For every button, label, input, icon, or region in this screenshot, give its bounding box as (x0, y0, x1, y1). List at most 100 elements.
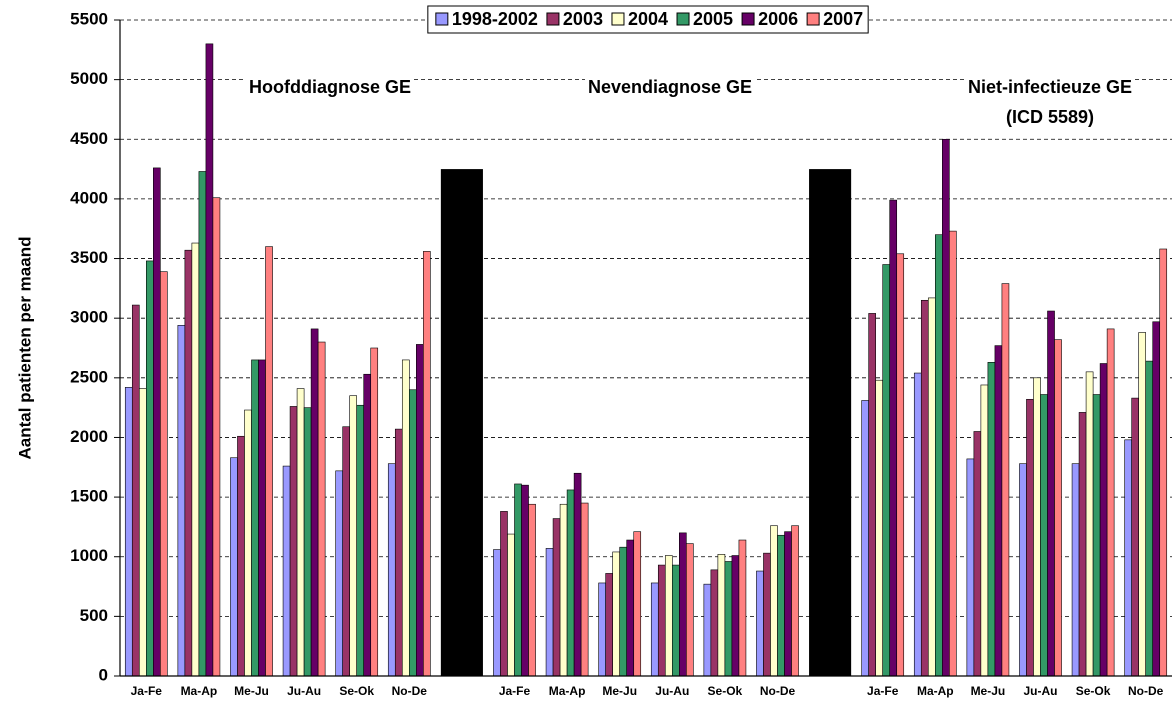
x-tick-label: Se-Ok (1076, 684, 1111, 698)
bar (566, 489, 575, 677)
y-tick-label: 4500 (70, 129, 108, 148)
bar (349, 395, 358, 677)
bar (401, 359, 410, 677)
bar (545, 548, 554, 677)
bar (966, 458, 975, 677)
x-tick-label: Me-Ju (602, 684, 637, 698)
y-tick-label: 1000 (70, 546, 108, 565)
bar (710, 569, 719, 677)
y-tick-label: 5500 (70, 9, 108, 28)
bar (493, 549, 501, 677)
bar (528, 503, 536, 677)
annotation: (ICD 5589) (1006, 107, 1094, 127)
y-axis-label: Aantal patienten per maand (15, 237, 34, 460)
bar (573, 472, 582, 677)
bar (310, 328, 319, 677)
x-tick-label: Ma-Ap (181, 684, 218, 698)
annotation-background (584, 76, 756, 97)
bar (934, 234, 943, 677)
bar (342, 426, 350, 677)
legend-label: 2006 (758, 9, 798, 29)
bar (552, 518, 561, 677)
bar (791, 525, 799, 677)
bar (1078, 412, 1087, 677)
legend (427, 5, 869, 34)
bar (1026, 398, 1034, 677)
bar (612, 551, 620, 677)
bar (230, 457, 238, 677)
bar (1071, 463, 1080, 677)
bar (138, 388, 147, 677)
bar (265, 246, 273, 677)
bar (994, 345, 1003, 677)
bar (763, 552, 771, 677)
y-tick-label: 0 (99, 665, 108, 684)
annotation-background (1002, 106, 1098, 127)
bar (205, 43, 214, 677)
bar (731, 555, 740, 677)
bar (559, 503, 568, 677)
bar (973, 431, 982, 677)
bar (521, 484, 529, 677)
y-tick-label: 5000 (70, 69, 108, 88)
x-tick-label: Ja-Fe (867, 684, 899, 698)
bar (1040, 394, 1048, 677)
bar (598, 582, 606, 677)
bar (1124, 439, 1132, 677)
bar (514, 483, 522, 677)
bar (949, 230, 957, 677)
bar (1159, 248, 1168, 677)
bar (1138, 332, 1146, 677)
y-tick-label: 500 (80, 606, 108, 625)
bar (507, 533, 515, 677)
bar (913, 372, 922, 677)
annotation-background (964, 76, 1136, 97)
divider-bar (440, 169, 483, 676)
bar (686, 543, 694, 677)
bar (724, 561, 733, 677)
x-tick-label: No-De (1128, 684, 1164, 698)
y-tick-label: 2000 (70, 427, 108, 446)
bar (244, 409, 252, 677)
y-tick-label: 3500 (70, 248, 108, 267)
x-tick-label: Me-Ju (971, 684, 1006, 698)
bar (650, 582, 659, 677)
annotation-background (246, 76, 414, 97)
bar (1131, 397, 1139, 677)
x-tick-label: Ma-Ap (917, 684, 954, 698)
bar (703, 583, 712, 677)
legend-label: 2007 (823, 9, 863, 29)
bar (1145, 360, 1154, 677)
x-tick-label: Ma-Ap (549, 684, 586, 698)
bar (626, 539, 635, 677)
legend-label: 2004 (628, 9, 668, 29)
bar (387, 463, 396, 677)
bar (657, 564, 666, 677)
legend-label: 2005 (693, 9, 733, 29)
bar (124, 387, 133, 677)
bar (580, 502, 589, 677)
legend-label: 2003 (563, 9, 603, 29)
bar (1085, 371, 1094, 677)
bar (756, 570, 764, 677)
bar (408, 389, 417, 677)
bar (1152, 321, 1161, 677)
bar (987, 362, 996, 677)
legend-swatch (741, 12, 755, 26)
y-tick-label: 2500 (70, 367, 108, 386)
bar (942, 138, 950, 677)
bar (394, 428, 403, 677)
bar (251, 359, 259, 677)
annotation: Hoofddiagnose GE (249, 77, 411, 97)
bar (335, 470, 343, 677)
bar (633, 531, 642, 677)
bar (679, 532, 687, 677)
legend-swatch (435, 12, 449, 26)
bar (500, 511, 508, 677)
bar (289, 406, 298, 677)
y-tick-label: 4000 (70, 188, 108, 207)
x-tick-label: No-De (760, 684, 796, 698)
x-tick-label: Ju-Au (1024, 684, 1058, 698)
x-tick-label: Ju-Au (287, 684, 321, 698)
bar (927, 297, 936, 677)
